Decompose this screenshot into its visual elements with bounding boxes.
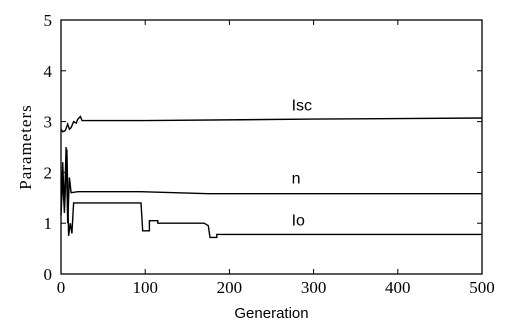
- series-line-n: [60, 146, 482, 224]
- series-line-isc: [60, 115, 483, 133]
- series-label-n: n: [292, 171, 301, 188]
- y-tick-label-3: 3: [44, 113, 53, 132]
- y-tick-label-5: 5: [44, 11, 53, 30]
- series-label-io: Io: [292, 212, 305, 229]
- y-tick-label-2: 2: [44, 163, 53, 182]
- y-tick-label-4: 4: [44, 62, 53, 81]
- x-tick-label-300: 300: [301, 278, 327, 297]
- x-axis-label: Generation: [234, 305, 308, 322]
- plot-frame: [60, 19, 483, 275]
- x-tick-label-100: 100: [132, 278, 158, 297]
- y-axis-label: Parameters: [16, 104, 35, 190]
- series-line-io: [60, 149, 482, 239]
- x-tick-label-0: 0: [57, 278, 66, 297]
- series-label-isc: Isc: [292, 97, 312, 114]
- x-tick-label-500: 500: [469, 278, 495, 297]
- y-tick-label-1: 1: [44, 214, 53, 233]
- x-tick-label-200: 200: [217, 278, 243, 297]
- x-tick-label-400: 400: [385, 278, 411, 297]
- plot-area: 0 100 200 300 400 500 0 1 2 3 4 5 Generation Paramete…: [16, 11, 495, 322]
- y-tick-label-0: 0: [44, 265, 53, 284]
